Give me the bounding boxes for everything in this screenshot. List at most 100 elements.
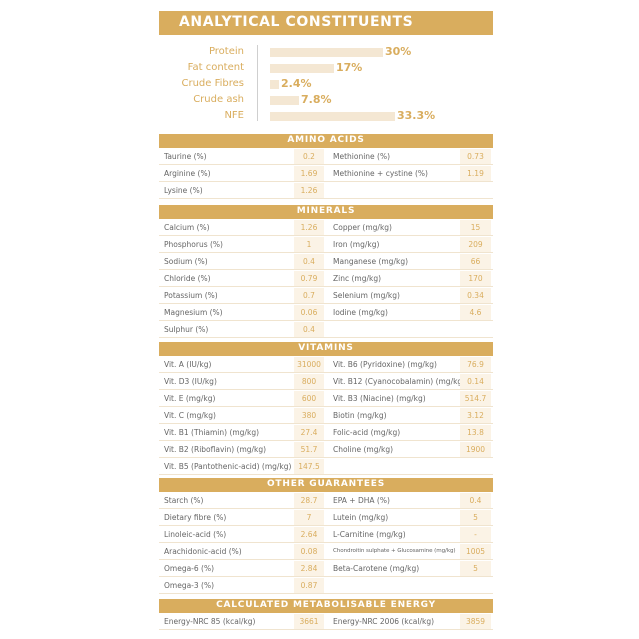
- amino-acids-header: AMINO ACIDS: [159, 134, 493, 148]
- iron-mg-kg-label: Iron (mg/kg): [333, 240, 380, 249]
- starch-label: Starch (%): [164, 496, 204, 505]
- table-row: Vit. B1 (Thiamin) (mg/kg) 27.4 Folic-acid …: [159, 424, 493, 441]
- value-cell-bg: [294, 166, 324, 181]
- row-divider: [159, 508, 493, 509]
- row-divider: [159, 406, 493, 407]
- value-cell-bg: [294, 391, 324, 406]
- vit-b6-pyridoxine-mg-kg-label: Vit. B6 (Pyridoxine) (mg/kg): [333, 360, 437, 369]
- value-cell-bg: [460, 493, 491, 508]
- other-guarantees-title: OTHER GUARANTEES: [266, 479, 386, 489]
- row-divider: [159, 525, 493, 526]
- value-cell-bg: [460, 425, 491, 440]
- value-cell-bg: [294, 561, 324, 576]
- value-cell-bg: [460, 527, 491, 542]
- vit-d3-iu-kg-label: Vit. D3 (IU/kg): [164, 377, 217, 386]
- value-cell-bg: [460, 305, 491, 320]
- value-cell-bg: [294, 305, 324, 320]
- vit-c-mg-kg-label: Vit. C (mg/kg): [164, 411, 216, 420]
- value-cell-bg: [294, 493, 324, 508]
- vit-b6-pyridoxine-mg-kg-value: 76.9: [467, 360, 484, 369]
- row-divider: [159, 542, 493, 543]
- energy-nrc-85-kcal-kg-value: 3661: [299, 617, 319, 626]
- protein-value: 30%: [385, 45, 412, 58]
- chloride-value: 0.79: [300, 274, 318, 283]
- vit-a-iu-kg-value: 31000: [297, 360, 321, 369]
- sulphur-value: 0.4: [303, 325, 315, 334]
- zinc-mg-kg-value: 170: [468, 274, 483, 283]
- vit-b2-riboflavin-mg-kg-value: 51.7: [300, 445, 318, 454]
- value-cell-bg: [294, 408, 324, 423]
- methionine-cystine-label: Methionine + cystine (%): [333, 169, 428, 178]
- row-divider: [159, 286, 493, 287]
- vit-b1-thiamin-mg-kg-label: Vit. B1 (Thiamin) (mg/kg): [164, 428, 260, 437]
- value-cell-bg: [460, 220, 491, 235]
- chondroitin-sulphate-glucosamine-mg-kg-label: Chondroitin sulphate + Glucosamine (mg/k…: [333, 548, 456, 554]
- value-cell-bg: [460, 254, 491, 269]
- table-row: Vit. D3 (IU/kg) 800 Vit. B12 (Cyanocobalam…: [159, 373, 493, 390]
- table-row: Sulphur (%) 0.4: [159, 321, 493, 338]
- row-divider: [159, 164, 493, 165]
- value-cell-bg: [294, 442, 324, 457]
- taurine-label: Taurine (%): [164, 152, 207, 161]
- table-row: Omega-6 (%) 2.84 Beta-Carotene (mg/kg) 5: [159, 560, 493, 577]
- row-divider: [159, 337, 493, 338]
- beta-carotene-mg-kg-label: Beta-Carotene (mg/kg): [333, 564, 420, 573]
- arachidonic-acid-label: Arachidonic-acid (%): [164, 547, 242, 556]
- choline-mg-kg-label: Choline (mg/kg): [333, 445, 394, 454]
- other-guarantees-header: OTHER GUARANTEES: [159, 478, 493, 492]
- table-row: Taurine (%) 0.2 Methionine (%) 0.73: [159, 148, 493, 165]
- linoleic-acid-label: Linoleic-acid (%): [164, 530, 227, 539]
- row-divider: [159, 457, 493, 458]
- iodine-mg-kg-label: Iodine (mg/kg): [333, 308, 388, 317]
- sodium-label: Sodium (%): [164, 257, 208, 266]
- table-row: Vit. E (mg/kg) 600 Vit. B3 (Niacine) (mg/k…: [159, 390, 493, 407]
- taurine-value: 0.2: [303, 152, 315, 161]
- table-row: Vit. A (IU/kg) 31000 Vit. B6 (Pyridoxine) …: [159, 356, 493, 373]
- value-cell-bg: [294, 183, 324, 198]
- arginine-label: Arginine (%): [164, 169, 211, 178]
- row-divider: [159, 320, 493, 321]
- fat-content-value: 17%: [336, 61, 363, 74]
- nfe-value: 33.3%: [397, 109, 436, 122]
- value-cell-bg: [294, 271, 324, 286]
- manganese-mg-kg-label: Manganese (mg/kg): [333, 257, 408, 266]
- bar-divider: [257, 45, 258, 121]
- lysine-value: 1.26: [300, 186, 318, 195]
- copper-mg-kg-value: 15: [470, 223, 481, 232]
- value-cell-bg: [294, 459, 324, 474]
- lysine-label: Lysine (%): [164, 186, 203, 195]
- potassium-label: Potassium (%): [164, 291, 218, 300]
- vit-b5-pantothenic-acid-mg-kg-label: Vit. B5 (Pantothenic-acid) (mg/kg): [164, 462, 292, 471]
- biotin-mg-kg-label: Biotin (mg/kg): [333, 411, 387, 420]
- value-cell-bg: [460, 614, 491, 629]
- vit-c-mg-kg-value: 380: [301, 411, 317, 420]
- table-row: Vit. B2 (Riboflavin) (mg/kg) 51.7 Choline …: [159, 441, 493, 458]
- value-cell-bg: [294, 527, 324, 542]
- iodine-mg-kg-value: 4.6: [469, 308, 482, 317]
- row-divider: [159, 423, 493, 424]
- methionine-value: 0.73: [467, 152, 484, 161]
- table-row: Linoleic-acid (%) 2.64 L-Carnitine (mg/kg)…: [159, 526, 493, 543]
- choline-mg-kg-value: 1900: [465, 445, 486, 454]
- table-row: Arginine (%) 1.69 Methionine + cystine (%)…: [159, 165, 493, 182]
- value-cell-bg: [460, 561, 491, 576]
- linoleic-acid-value: 2.64: [300, 530, 318, 539]
- amino-acids-title: AMINO ACIDS: [287, 135, 365, 145]
- table-row: Arachidonic-acid (%) 0.08 Chondroitin sulp…: [159, 543, 493, 560]
- lutein-mg-kg-label: Lutein (mg/kg): [333, 513, 389, 522]
- value-cell-bg: [460, 166, 491, 181]
- value-cell-bg: [294, 374, 324, 389]
- row-divider: [159, 252, 493, 253]
- crude-fibres-value: 2.4%: [281, 77, 312, 90]
- epa-dha-label: EPA + DHA (%): [333, 496, 390, 505]
- row-divider: [159, 198, 493, 199]
- table-row: Energy-NRC 85 (kcal/kg) 3661 Energy-NRC 20…: [159, 613, 493, 630]
- vit-e-mg-kg-label: Vit. E (mg/kg): [164, 394, 216, 403]
- nfe-bar: [270, 112, 395, 121]
- row-divider: [159, 303, 493, 304]
- vit-b12-cyanocobalamin-mg-kg-label: Vit. B12 (Cyanocobalamin) (mg/kg): [333, 377, 460, 386]
- protein-bar: [270, 48, 383, 57]
- value-cell-bg: [294, 357, 324, 372]
- sodium-value: 0.4: [303, 257, 315, 266]
- value-cell-bg: [294, 220, 324, 235]
